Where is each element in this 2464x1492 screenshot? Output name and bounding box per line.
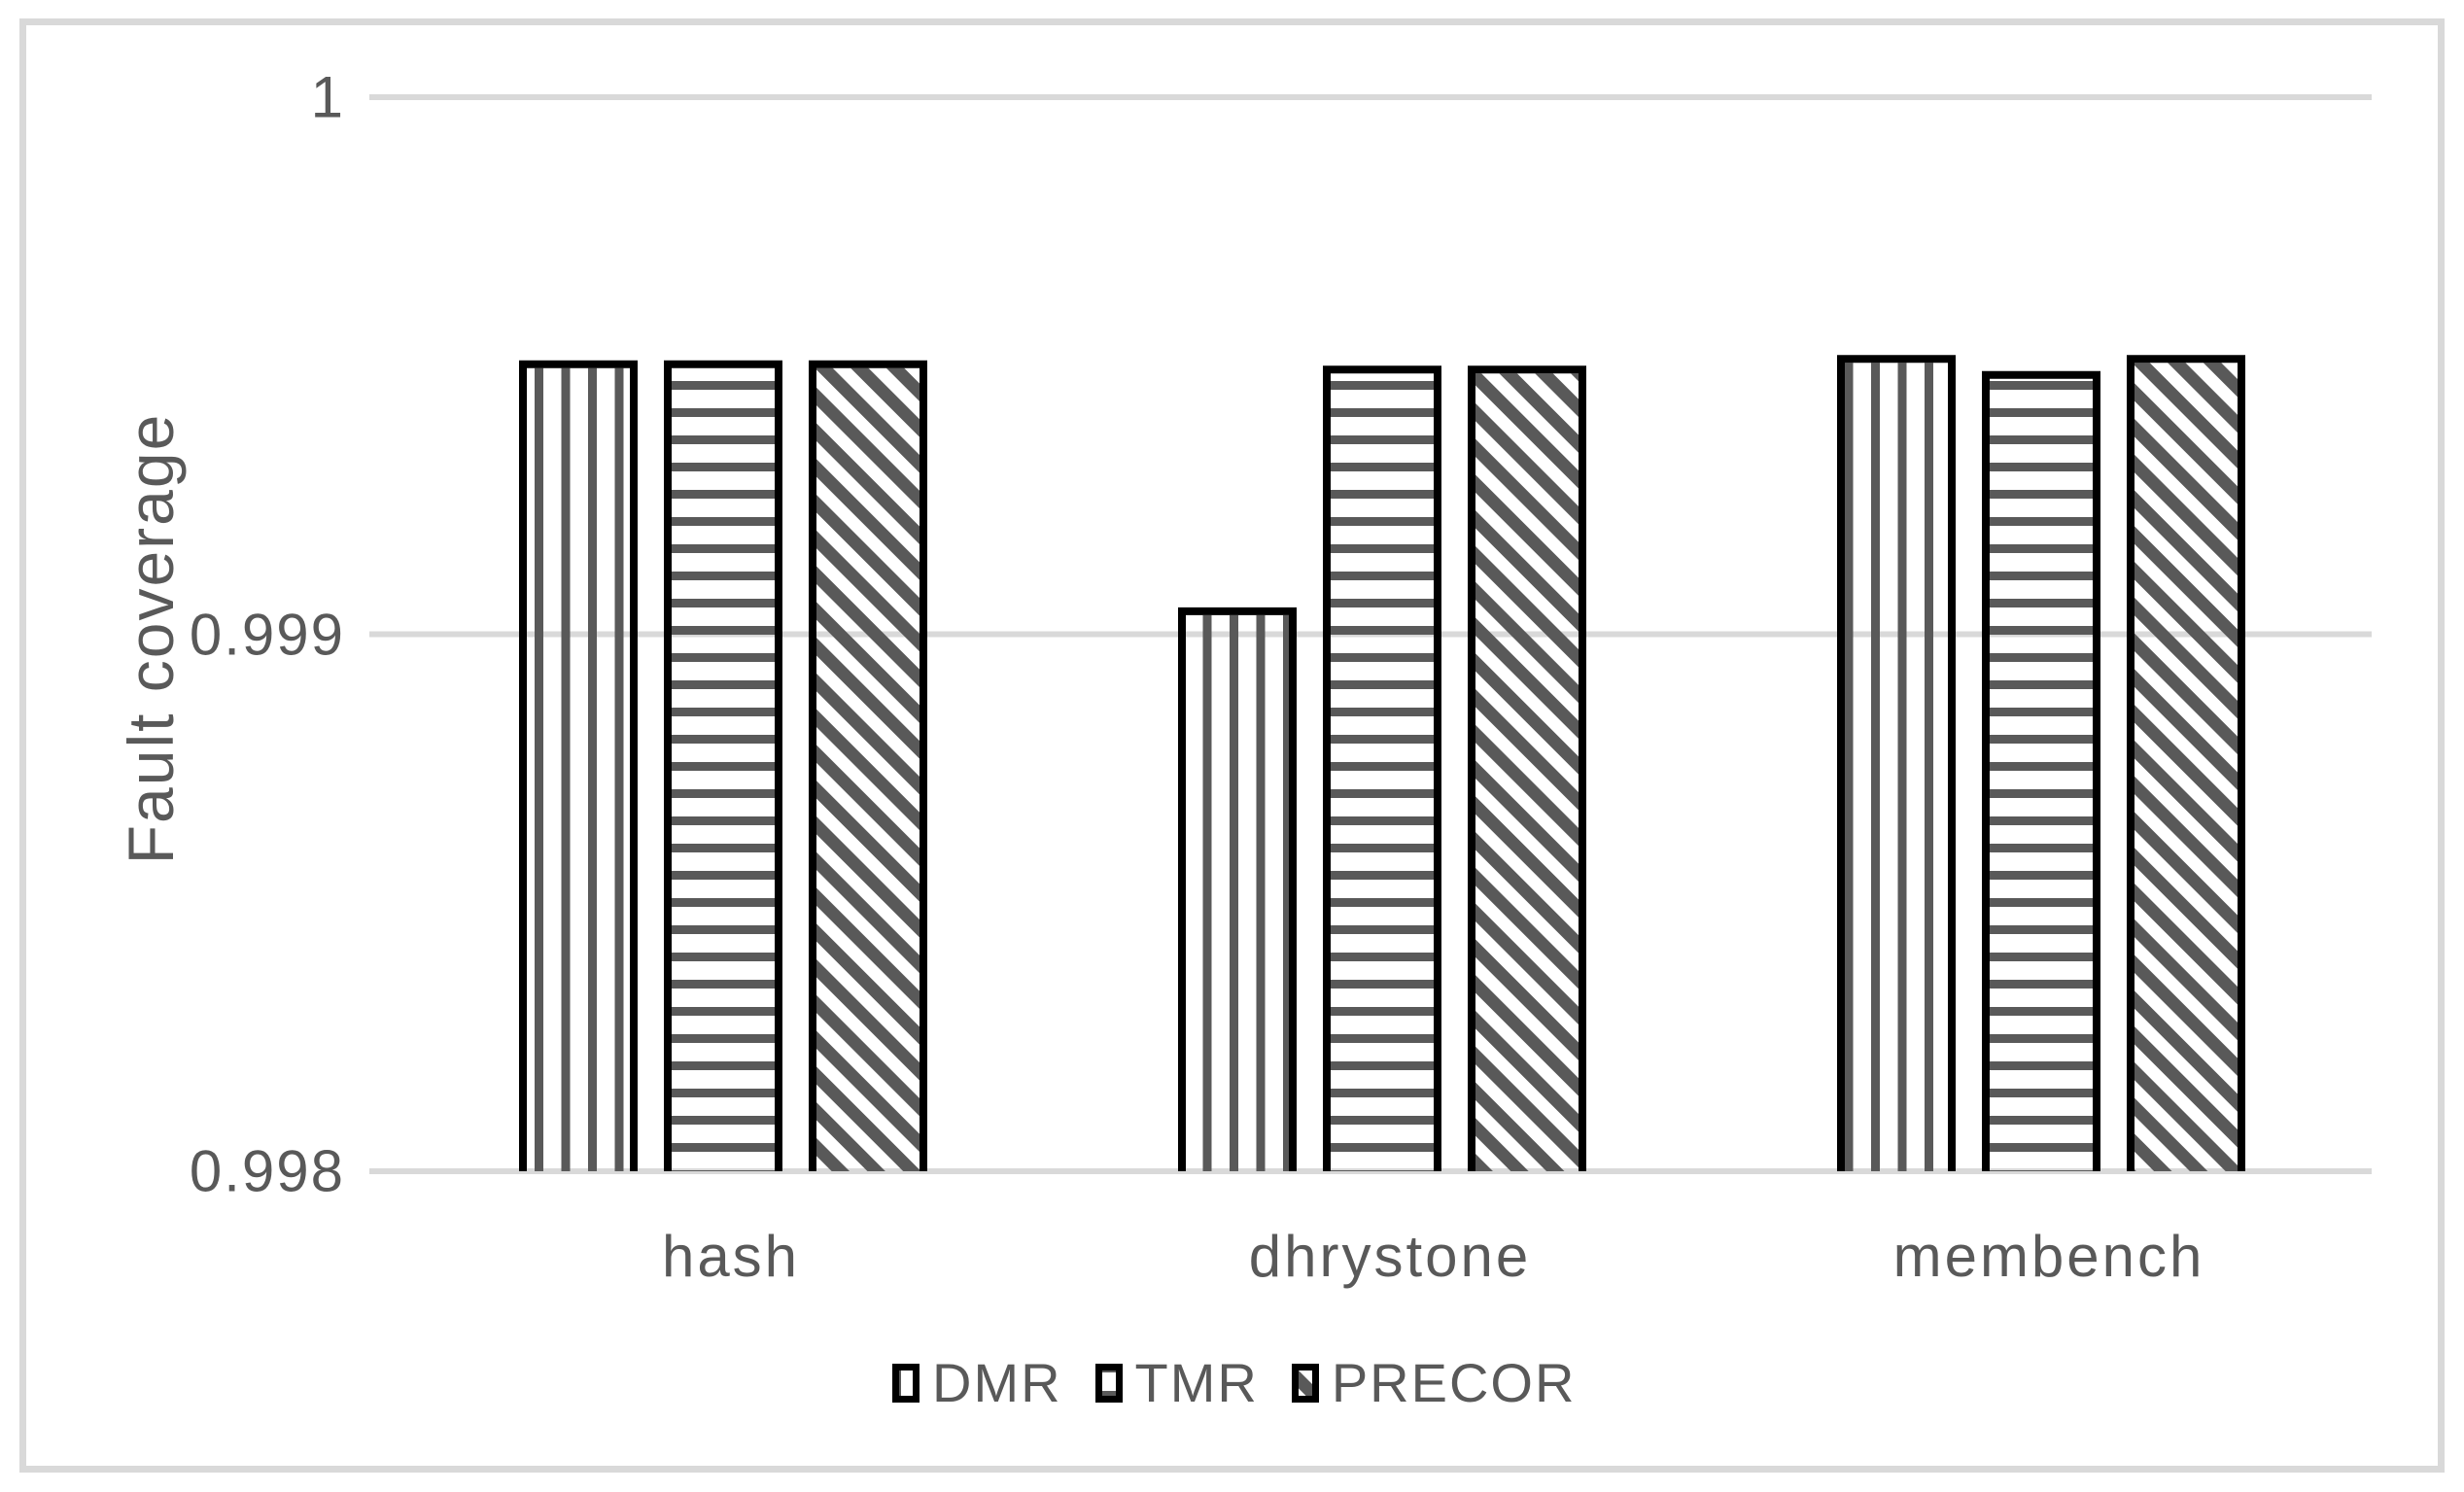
bar-border — [1837, 355, 1956, 1171]
legend-swatch-horizontal-icon — [1094, 1363, 1123, 1403]
bar-border — [1982, 370, 2100, 1171]
bar-precor-hash — [816, 367, 920, 1172]
x-category-label-membench: membench — [1892, 1224, 2205, 1289]
legend-entry-precor: PRECOR — [1291, 1351, 1577, 1414]
bar-border — [664, 360, 782, 1171]
bar-border — [1468, 365, 1586, 1171]
legend-entry-tmr: TMR — [1094, 1351, 1259, 1414]
bar-precor-membench — [2134, 363, 2238, 1171]
x-category-label-dhrystone: dhrystone — [1248, 1224, 1532, 1289]
bar-border — [2127, 355, 2245, 1171]
bar-tmr-membench — [1990, 378, 2093, 1171]
bar-tmr-hash — [672, 367, 775, 1172]
y-axis-title: Fault coverage — [115, 412, 187, 865]
bar-border — [809, 360, 927, 1171]
legend-swatch-vertical-icon — [892, 1363, 920, 1403]
bar-precor-dhrystone — [1475, 373, 1579, 1171]
bar-dmr-hash — [527, 367, 630, 1172]
bars-group — [519, 355, 2245, 1172]
bar-border — [1323, 365, 1441, 1171]
legend-label-precor: PRECOR — [1331, 1352, 1577, 1413]
bar-border — [519, 360, 638, 1171]
bar-dmr-dhrystone — [1186, 614, 1289, 1171]
y-tick-label-1: 1 — [310, 64, 345, 130]
legend-swatch-diagonal-icon — [1291, 1363, 1319, 1403]
x-category-label-hash: hash — [661, 1224, 801, 1289]
legend-label-dmr: DMR — [932, 1352, 1062, 1413]
legend-entry-dmr: DMR — [892, 1351, 1062, 1414]
y-tick-label-0.999: 0.999 — [189, 602, 345, 667]
chart-legend: DMR TMR PRECOR — [892, 1351, 1576, 1414]
bar-border — [1178, 607, 1297, 1171]
bar-dmr-membench — [1845, 363, 1948, 1171]
bar-tmr-dhrystone — [1331, 373, 1434, 1171]
legend-label-tmr: TMR — [1134, 1352, 1259, 1413]
y-tick-label-0.998: 0.998 — [189, 1138, 345, 1204]
